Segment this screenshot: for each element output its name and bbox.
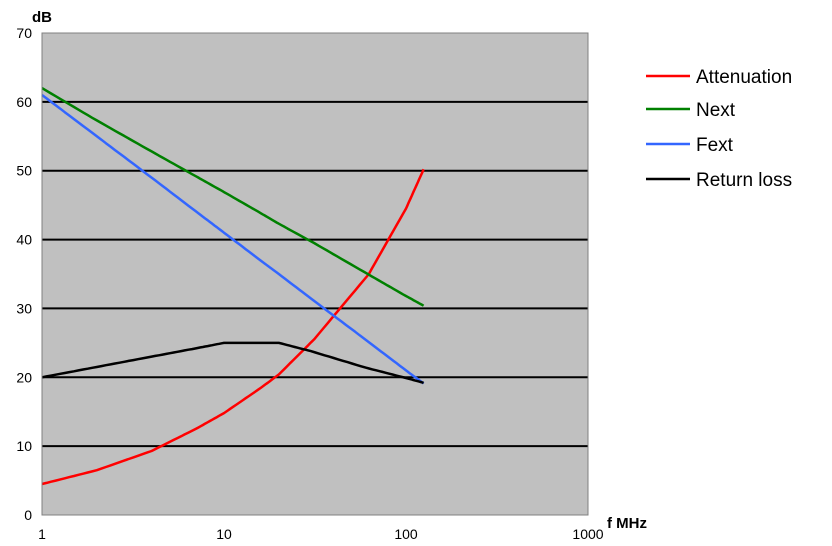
series-line-fext (41, 93, 425, 385)
y-tick-label: 50 (16, 163, 32, 179)
x-tick-label: 10 (216, 526, 232, 542)
series-lines (41, 87, 425, 486)
gridlines (42, 100, 588, 448)
plot-area (42, 33, 588, 515)
legend-label: Next (696, 100, 736, 121)
y-tick-label: 20 (16, 369, 32, 385)
y-tick-labels: 0 10 20 30 40 50 60 70 (16, 25, 32, 523)
plot-border (41, 32, 589, 516)
y-tick-label: 70 (16, 25, 32, 41)
legend: Attenuation Next Fext Return loss (646, 67, 792, 191)
x-tick-label: 1000 (572, 526, 603, 542)
series-line-attenuation (41, 168, 425, 486)
legend-label: Return loss (696, 170, 792, 191)
y-axis-label: dB (32, 9, 52, 26)
x-axis-label: f MHz (607, 515, 647, 532)
x-tick-label: 100 (394, 526, 418, 542)
y-tick-label: 30 (16, 300, 32, 316)
y-tick-label: 60 (16, 94, 32, 110)
x-tick-label: 1 (38, 526, 46, 542)
y-tick-label: 40 (16, 232, 32, 248)
y-tick-label: 0 (24, 507, 32, 523)
legend-label: Fext (696, 135, 734, 156)
series-line-return-loss (41, 341, 424, 385)
x-tick-labels: 1 10 100 1000 (38, 526, 604, 542)
series-line-next (41, 87, 425, 307)
y-tick-label: 10 (16, 438, 32, 454)
legend-label: Attenuation (696, 67, 792, 88)
